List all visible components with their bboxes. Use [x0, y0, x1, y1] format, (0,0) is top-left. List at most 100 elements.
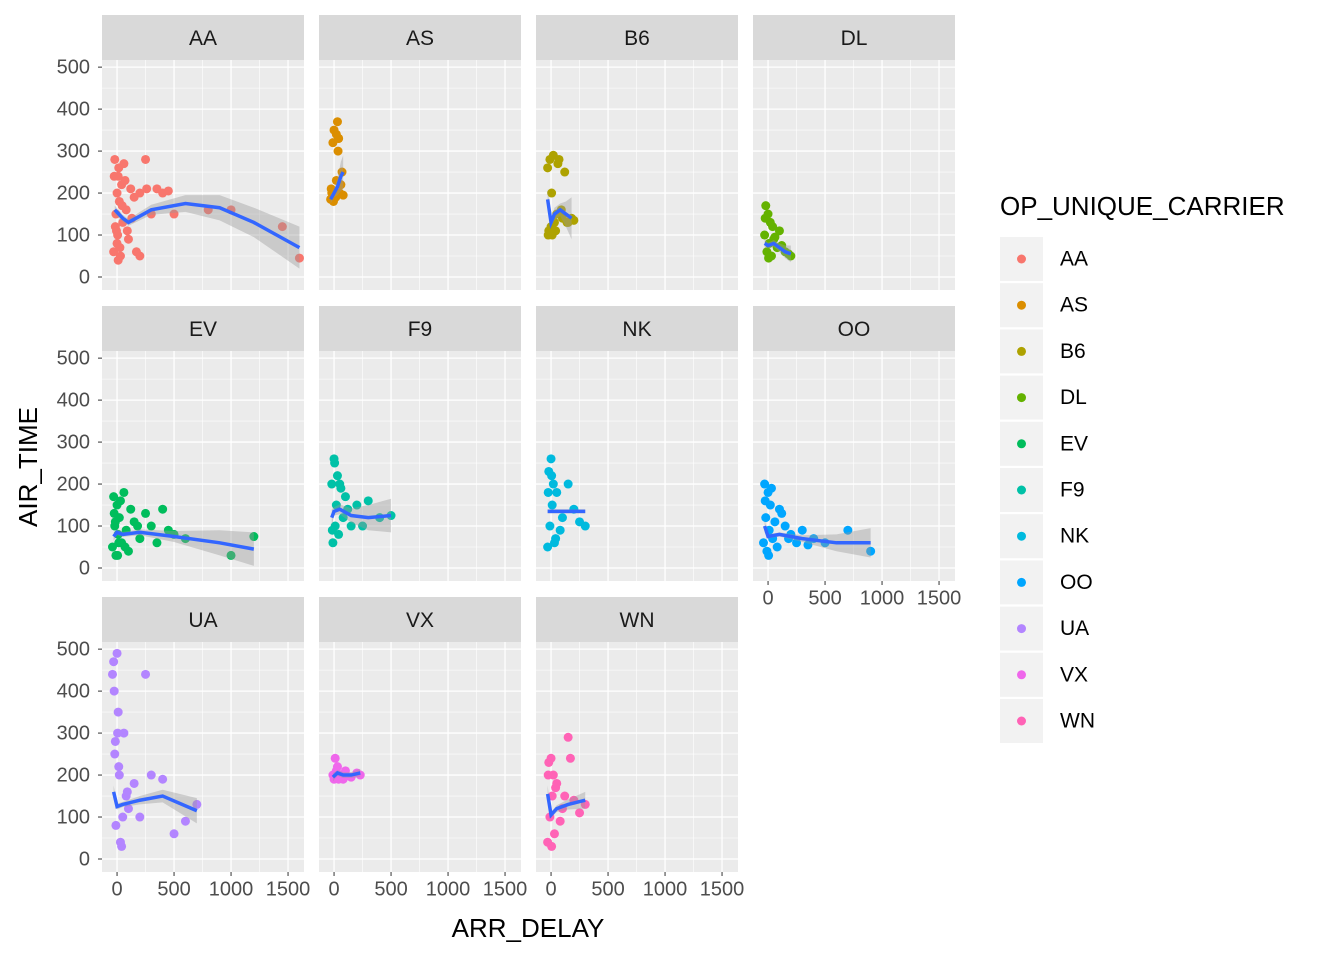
point [563, 732, 573, 742]
point [760, 479, 770, 489]
strip [536, 306, 738, 351]
point [180, 816, 190, 826]
y-tick-label: 100 [57, 515, 90, 537]
point [352, 500, 362, 510]
point [111, 820, 121, 830]
x-tick-label: 1000 [209, 878, 254, 900]
y-tick-label: 500 [57, 56, 90, 78]
point [126, 504, 136, 514]
panel [536, 351, 738, 581]
legend-label: B6 [1060, 340, 1086, 363]
point [758, 538, 768, 548]
panel [102, 351, 304, 581]
point [797, 525, 807, 535]
point [866, 546, 876, 556]
legend-marker [1017, 254, 1026, 264]
point [761, 513, 771, 523]
y-tick-label: 0 [79, 266, 90, 288]
point [543, 770, 553, 780]
point [543, 163, 553, 173]
point [111, 226, 121, 236]
point [565, 753, 575, 763]
y-tick-label: 300 [57, 431, 90, 453]
x-tick-label: 1000 [860, 587, 905, 609]
point [332, 762, 342, 772]
point [110, 154, 120, 164]
panel [319, 351, 521, 581]
panel [753, 60, 955, 290]
smooth-line [329, 171, 345, 201]
point [547, 500, 557, 510]
legend-label: WN [1060, 710, 1095, 733]
panel [319, 642, 521, 872]
legend-label: OO [1060, 571, 1093, 594]
point [169, 209, 179, 219]
point [126, 184, 136, 194]
smooth-line [331, 770, 361, 779]
legend-marker [1017, 716, 1026, 726]
x-tick-label: 500 [591, 878, 624, 900]
y-tick-label: 300 [57, 722, 90, 744]
panel-background [102, 60, 304, 290]
point [777, 508, 787, 518]
point [152, 538, 162, 548]
point [109, 492, 119, 502]
point [129, 778, 139, 788]
panel-background [536, 60, 738, 290]
point [114, 538, 124, 548]
point [563, 479, 573, 489]
y-axis-title: AIR_TIME [13, 407, 43, 527]
strip-label: B6 [624, 27, 650, 50]
legend-label: NK [1060, 525, 1089, 548]
point [803, 540, 813, 550]
point [761, 201, 771, 211]
smooth-line [113, 201, 301, 250]
point [110, 749, 120, 759]
strip [753, 306, 955, 351]
point [760, 230, 770, 240]
legend-marker [1017, 300, 1026, 310]
strip-label: UA [188, 609, 217, 632]
panel [102, 60, 304, 290]
strip-label: AA [189, 27, 217, 50]
point [766, 483, 776, 493]
smooth-line [762, 525, 871, 545]
legend-marker [1017, 439, 1026, 449]
point [546, 753, 556, 763]
legend-marker [1017, 577, 1026, 587]
point [113, 728, 123, 738]
point [110, 517, 120, 527]
point [133, 521, 143, 531]
point [114, 762, 124, 772]
point [768, 222, 778, 232]
panel [102, 642, 304, 872]
point [328, 538, 338, 548]
strip [102, 306, 304, 351]
smooth-line [545, 793, 586, 819]
confidence-band [113, 785, 197, 824]
point [123, 804, 133, 814]
point [141, 154, 151, 164]
point [114, 163, 124, 173]
point [112, 648, 122, 658]
strip-label: AS [406, 27, 434, 50]
strip-label: F9 [408, 318, 433, 341]
point [760, 496, 770, 506]
point [547, 841, 557, 851]
point [555, 525, 565, 535]
panel [536, 60, 738, 290]
point [547, 188, 557, 198]
point [551, 783, 561, 793]
strip-label: EV [189, 318, 217, 341]
confidence-band [547, 188, 572, 240]
strip-label: DL [841, 27, 868, 50]
y-tick-label: 100 [57, 224, 90, 246]
point [122, 226, 132, 236]
legend-label: DL [1060, 386, 1087, 409]
point [363, 496, 373, 506]
point [135, 812, 145, 822]
x-tick-label: 0 [762, 587, 773, 609]
panel [319, 60, 521, 290]
smooth-line [112, 530, 255, 551]
point [346, 521, 356, 531]
